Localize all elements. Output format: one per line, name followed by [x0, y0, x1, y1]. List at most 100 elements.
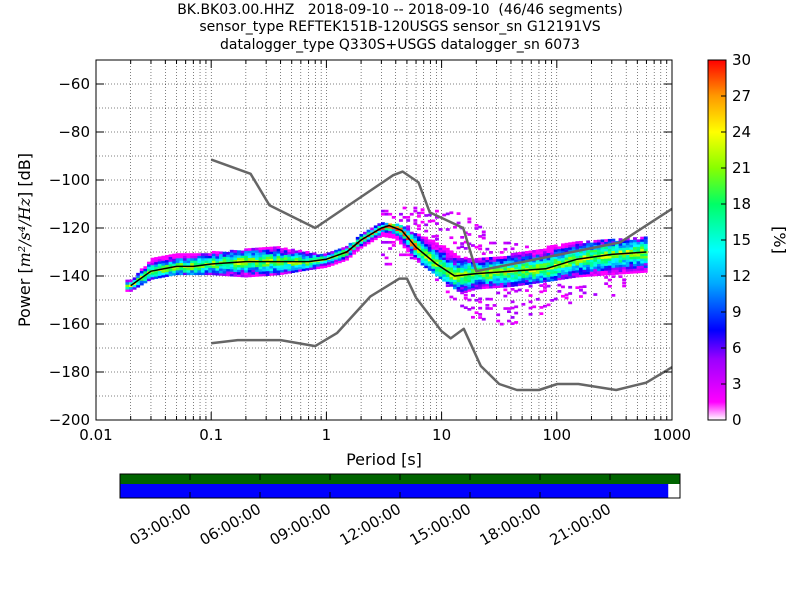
pdf-cell [456, 289, 461, 292]
pdf-cell [611, 262, 616, 266]
pdf-cell [579, 267, 583, 271]
pdf-cell [435, 242, 439, 246]
pdf-cell [341, 249, 346, 253]
pdf-cell [589, 273, 594, 277]
y-axis-label-suffix: ] [dB] [15, 153, 34, 198]
pdf-cell [528, 252, 533, 256]
pdf-cell [503, 272, 508, 276]
pdf-cell [633, 270, 637, 274]
pdf-cell [125, 284, 130, 288]
pdf-cell [240, 267, 245, 271]
pdf-cell [352, 247, 357, 250]
pdf-cell [568, 285, 573, 289]
pdf-cell [143, 278, 148, 281]
pdf-cell [316, 256, 321, 260]
pdf-cell [471, 273, 475, 277]
pdf-cell [154, 276, 159, 279]
pdf-cell [384, 212, 389, 216]
pdf-cell [571, 268, 576, 271]
pdf-cell [165, 271, 169, 275]
pdf-cell [561, 274, 565, 278]
pdf-cell [543, 277, 547, 281]
pdf-cell [161, 262, 166, 266]
pdf-cell [280, 257, 285, 261]
pdf-cell [258, 268, 263, 272]
pdf-cell [561, 272, 565, 275]
pdf-cell [402, 245, 407, 249]
pdf-cell [622, 261, 627, 265]
pdf-cell [341, 247, 346, 250]
pdf-cell [427, 219, 432, 223]
pdf-cell [244, 248, 249, 252]
pdf-cell [301, 268, 306, 272]
pdf-cell [579, 255, 583, 259]
pdf-cell [215, 270, 220, 274]
pdf-cell [359, 241, 364, 244]
pdf-cell [391, 231, 396, 234]
pdf-cell [579, 272, 583, 275]
pdf-cell [161, 260, 166, 264]
pdf-cell [438, 261, 443, 265]
mode-line [130, 224, 647, 287]
pdf-cell [528, 264, 533, 268]
pdf-cell [298, 252, 303, 255]
pdf-cell [550, 247, 555, 251]
pdf-cell [442, 278, 447, 282]
pdf-cell [514, 289, 519, 293]
pdf-cell [175, 267, 180, 271]
pdf-cell [391, 228, 396, 232]
pdf-cell [409, 246, 414, 249]
pdf-cell [597, 256, 601, 260]
pdf-cell [373, 232, 378, 236]
pdf-cell [165, 255, 169, 258]
pdf-cell [550, 299, 555, 302]
pdf-cell [413, 206, 418, 210]
pdf-cell [553, 297, 558, 301]
pdf-cell [629, 249, 634, 253]
pdf-cell [319, 263, 324, 267]
pdf-cell [593, 242, 598, 246]
pdf-cell [413, 242, 418, 246]
pdf-cell [262, 261, 267, 265]
pdf-cell [525, 258, 529, 261]
pdf-cell [481, 262, 486, 265]
pdf-cell [478, 274, 483, 278]
pdf-cell [460, 272, 465, 276]
pdf-cell [571, 265, 576, 269]
pdf-cell [579, 288, 583, 292]
pdf-cell [186, 255, 191, 259]
pdf-cell [474, 277, 479, 280]
pdf-cell [453, 269, 457, 273]
pdf-cell [561, 294, 565, 298]
pdf-cell [593, 251, 598, 255]
pdf-cell [366, 241, 371, 245]
pdf-cell [395, 230, 400, 234]
pdf-cell [255, 262, 259, 265]
pdf-cell [478, 313, 483, 316]
pdf-cell [474, 311, 479, 315]
pdf-cell [618, 250, 623, 253]
pdf-cell [247, 262, 252, 266]
pdf-cell [579, 260, 583, 263]
pdf-cell [600, 246, 605, 250]
pdf-cell [467, 289, 472, 292]
pdf-cell [625, 249, 630, 253]
pdf-cell [438, 273, 443, 277]
pdf-cell [586, 257, 591, 260]
pdf-cell [309, 264, 313, 268]
pdf-cell [427, 241, 432, 245]
pdf-cell [564, 257, 569, 260]
pdf-cell [445, 267, 450, 270]
pdf-cell [395, 233, 400, 236]
pdf-cell [377, 223, 382, 226]
pdf-cell [125, 282, 130, 285]
pdf-cell [514, 276, 519, 280]
pdf-cell [456, 284, 461, 288]
pdf-cell [478, 297, 483, 301]
pdf-cell [435, 249, 439, 253]
pdf-cell [201, 262, 205, 266]
pdf-cell [586, 262, 591, 265]
pdf-cell [633, 237, 637, 240]
pdf-cell [445, 247, 450, 251]
pdf-cell [517, 266, 522, 270]
